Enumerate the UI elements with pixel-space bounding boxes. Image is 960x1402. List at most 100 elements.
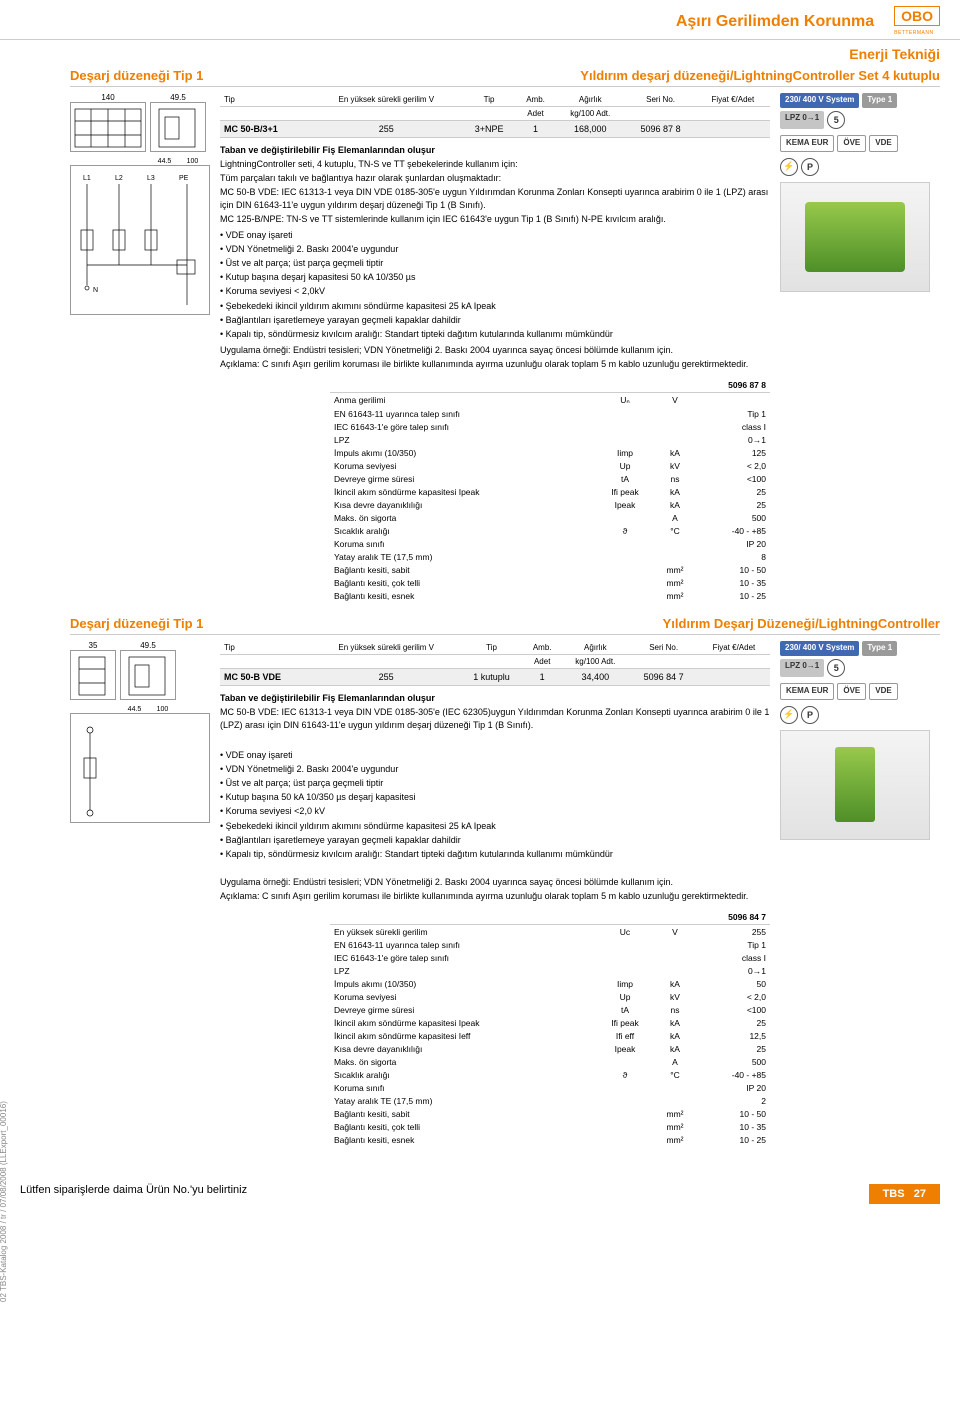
- spec-row: Koruma sınıfıIP 20: [330, 1081, 770, 1094]
- spec-row: LPZ0→1: [330, 964, 770, 977]
- desc3: MC 50-B VDE: IEC 61313-1 veya DIN VDE 01…: [220, 186, 770, 210]
- logo: OBO BETTERMANN: [894, 6, 940, 37]
- dim-d: 44.5: [158, 158, 172, 165]
- subtitle: Enerji Tekniği: [849, 46, 940, 62]
- bullets2: VDE onay işareti VDN Yönetmeliği 2. Bask…: [220, 749, 770, 860]
- badge-cert1: ÖVE: [837, 135, 866, 152]
- spec-row: Koruma seviyesiUpkV< 2,0: [330, 990, 770, 1003]
- spec-row: Bağlantı kesiti, esnekmm²10 - 25: [330, 589, 770, 602]
- spec-row: IEC 61643-1'e göre talep sınıfıclass I: [330, 420, 770, 433]
- subheader: Enerji Tekniği: [0, 40, 960, 64]
- col-tip2: Tip: [462, 93, 516, 107]
- section-2: Deşarj düzeneği Tip 1 Yıldırım Deşarj Dü…: [0, 612, 960, 1156]
- badge-cert1: ÖVE: [837, 683, 866, 700]
- badge-circle: 5: [827, 111, 845, 129]
- section2-product-table: Tip En yüksek sürekli gerilim V Tip Amb.…: [220, 641, 770, 686]
- circuit-diagram-2: [70, 713, 210, 823]
- spec-row: İmpuls akımı (10/350)IimpkA50: [330, 977, 770, 990]
- section1-left-col: 140 49.5: [70, 93, 210, 602]
- logo-text: OBO: [894, 6, 940, 26]
- spec-row: Devreye girme süresitAns<100: [330, 472, 770, 485]
- device-icon: [805, 202, 905, 272]
- mini-icon: ⚡: [780, 158, 798, 176]
- spec-row: Devreye girme süresitAns<100: [330, 1003, 770, 1016]
- header-title: Aşırı Gerilimden Korunma: [676, 13, 874, 31]
- badge-circle: 5: [827, 659, 845, 677]
- dim-d2: 100: [157, 706, 169, 713]
- dim-h2: 49.5: [140, 641, 156, 650]
- side-diagram-icon: [151, 103, 205, 151]
- footer-text: Lütfen siparişlerde daima Ürün No.'yu be…: [20, 1184, 247, 1204]
- spec-row: Bağlantı kesiti, çok tellimm²10 - 35: [330, 1120, 770, 1133]
- spec-row: En yüksek sürekli gerilimUcV255: [330, 925, 770, 939]
- section1-mid-col: Tip En yüksek sürekli gerilim V Tip Amb.…: [220, 93, 770, 602]
- spec-row: İkincil akım söndürme kapasitesi IeffIfi…: [330, 1029, 770, 1042]
- badge-system: 230/ 400 V System: [780, 641, 859, 656]
- spec-row: Koruma sınıfıIP 20: [330, 537, 770, 550]
- spec-row: Bağlantı kesiti, esnekmm²10 - 25: [330, 1133, 770, 1146]
- section1-right-col: 230/ 400 V System Type 1 LPZ 0→1 5 KEMA …: [780, 93, 940, 602]
- desc1: LightningController seti, 4 kutuplu, TN-…: [220, 158, 770, 170]
- spec-header: 5096 87 8: [700, 378, 770, 393]
- section-1: Deşarj düzeneği Tip 1 Yıldırım deşarj dü…: [0, 64, 960, 612]
- dim-w: 140: [101, 93, 114, 102]
- section1-spec-table: 5096 87 8 Anma gerilimiUₙVEN 61643-11 uy…: [330, 378, 770, 602]
- section2-title-left: Deşarj düzeneği Tip 1: [70, 616, 203, 631]
- section1-product-table: Tip En yüksek sürekli gerilim V Tip Amb.…: [220, 93, 770, 138]
- spec-row: Koruma seviyesiUpkV< 2,0: [330, 459, 770, 472]
- col-fiyat: Fiyat €/Adet: [696, 93, 770, 107]
- intro2: Taban ve değiştirilebilir Fiş Elemanları…: [220, 692, 770, 704]
- spec-row: EN 61643-11 uyarınca talep sınıfıTip 1: [330, 938, 770, 951]
- spec-row: Yatay aralık TE (17,5 mm)2: [330, 1094, 770, 1107]
- example1: Uygulama örneği: Endüstri tesisleri; VDN…: [220, 344, 770, 356]
- product-image-2: [780, 730, 930, 840]
- side-diagram-icon: [121, 651, 175, 699]
- table-row: MC 50-B VDE 255 1 kutuplu 1 34,400 5096 …: [220, 669, 770, 686]
- spec-row: İkincil akım söndürme kapasitesi IpeakIf…: [330, 485, 770, 498]
- spec-row: Bağlantı kesiti, sabitmm²10 - 50: [330, 563, 770, 576]
- device-icon: [835, 747, 875, 822]
- mini-icon: ⚡: [780, 706, 798, 724]
- spec-row: İmpuls akımı (10/350)IimpkA125: [330, 446, 770, 459]
- badge-cert2: VDE: [869, 135, 897, 152]
- badge-cert0: KEMA EUR: [780, 683, 834, 700]
- note2: Açıklama: C sınıfı Aşırı gerilim korumas…: [220, 890, 770, 902]
- col-gerilim: En yüksek sürekli gerilim V: [310, 93, 462, 107]
- col-amb: Amb.: [516, 93, 555, 107]
- label-l2: L2: [115, 175, 123, 182]
- footer-page: TBS 27: [869, 1184, 940, 1204]
- label-l3: L3: [147, 175, 155, 182]
- spec-row: Kısa devre dayanıklılığıIpeakkA25: [330, 1042, 770, 1055]
- spec-row: LPZ0→1: [330, 433, 770, 446]
- logo-subtext: BETTERMANN: [894, 30, 933, 36]
- col-tip: Tip: [220, 93, 310, 107]
- col-serino: Seri No.: [625, 93, 695, 107]
- spec-row: Sıcaklık aralığıϑ°C-40 - +85: [330, 1068, 770, 1081]
- spec-row: IEC 61643-1'e göre talep sınıfıclass I: [330, 951, 770, 964]
- spec-row: Anma gerilimiUₙV: [330, 393, 770, 408]
- spec-row: Yatay aralık TE (17,5 mm)8: [330, 550, 770, 563]
- dim-h: 49.5: [170, 93, 186, 102]
- label-l1: L1: [83, 175, 91, 182]
- bullets1: VDE onay işareti VDN Yönetmeliği 2. Bask…: [220, 229, 770, 340]
- intro-line: Taban ve değiştirilebilir Fiş Elemanları…: [220, 144, 770, 156]
- note1: Açıklama: C sınıfı Aşırı gerilim korumas…: [220, 358, 770, 370]
- spec-header2: 5096 84 7: [700, 910, 770, 925]
- badge-type: Type 1: [862, 641, 897, 656]
- spec-row: Sıcaklık aralığıϑ°C-40 - +85: [330, 524, 770, 537]
- col-agirlik: Ağırlık: [555, 93, 625, 107]
- badge-system: 230/ 400 V System: [780, 93, 859, 108]
- section1-title-left: Deşarj düzeneği Tip 1: [70, 68, 203, 83]
- mini-icon: P: [801, 706, 819, 724]
- section1-title-right: Yıldırım deşarj düzeneği/LightningContro…: [580, 68, 940, 83]
- section2-mid-col: Tip En yüksek sürekli gerilim V Tip Amb.…: [220, 641, 770, 1146]
- front-diagram-icon: [71, 103, 145, 151]
- section2-title-right: Yıldırım Deşarj Düzeneği/LightningContro…: [663, 616, 940, 631]
- circuit-diagram: L1 L2 L3 PE: [70, 165, 210, 315]
- section2-left-col: 35 49.5: [70, 641, 210, 1146]
- section2-spec-table: 5096 84 7 En yüksek sürekli gerilimUcV25…: [330, 910, 770, 1146]
- spec-row: EN 61643-11 uyarınca talep sınıfıTip 1: [330, 407, 770, 420]
- desc-2: MC 50-B VDE: IEC 61313-1 veya DIN VDE 01…: [220, 706, 770, 730]
- spec-row: Maks. ön sigortaA500: [330, 1055, 770, 1068]
- spec-row: İkincil akım söndürme kapasitesi IpeakIf…: [330, 1016, 770, 1029]
